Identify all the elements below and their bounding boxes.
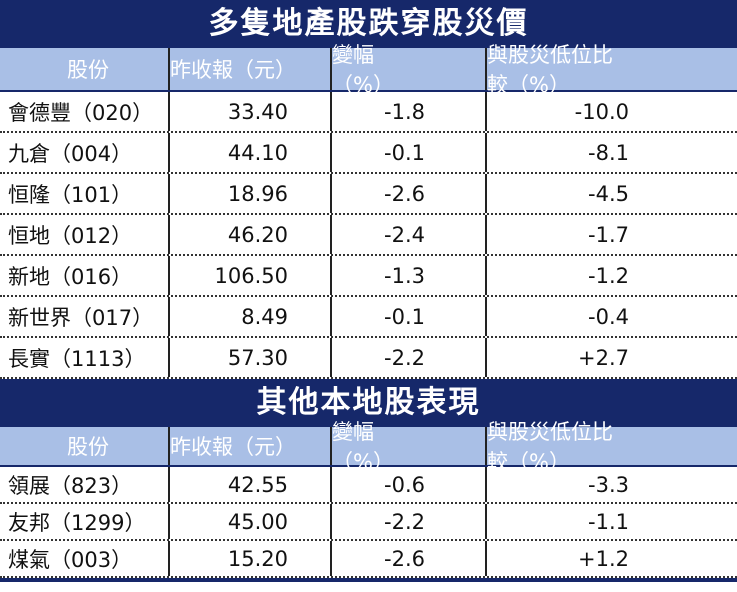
table-cell: -2.6: [332, 541, 487, 576]
table-cell: -1.7: [588, 222, 629, 247]
table-cell: 友邦（1299）: [0, 504, 170, 539]
header-row: 股份 昨收報（元） 變幅（%） 與股災低位比較（%）: [0, 420, 737, 474]
table-cell: +1.2: [578, 546, 629, 571]
table-cell: -10.0: [574, 99, 629, 124]
table-cell: 18.96: [170, 174, 332, 213]
table-cell: 領展（823）: [0, 467, 170, 502]
table-cell: 新地（016）: [0, 256, 170, 295]
table-cell: 九倉（004）: [0, 133, 170, 172]
table-cell: 57.30: [170, 338, 332, 377]
table-cell: -2.2: [332, 504, 487, 539]
header-cell: 變幅（%）: [332, 43, 487, 97]
table-row: 九倉（004） 44.10 -0.1 -8.1: [0, 133, 737, 174]
table-cell: -1.3: [332, 256, 487, 295]
table-cell: 恒隆（101）: [0, 174, 170, 213]
table-cell: 15.20: [170, 541, 332, 576]
table-cell: 8.49: [170, 297, 332, 336]
header-cell: 昨收報（元）: [170, 427, 332, 465]
table-cell: -2.6: [332, 174, 487, 213]
table-cell: -0.6: [332, 467, 487, 502]
table-cell: 會德豐（020）: [0, 92, 170, 131]
table-cell: 46.20: [170, 215, 332, 254]
table-cell: -2.4: [332, 215, 487, 254]
table-row: 新地（016） 106.50 -1.3 -1.2: [0, 256, 737, 297]
table-cell: -1.2: [588, 263, 629, 288]
table-row: 新世界（017） 8.49 -0.1 -0.4: [0, 297, 737, 338]
header-cell: 變幅（%）: [332, 420, 487, 474]
header-cell: 股份: [0, 48, 170, 90]
table-row: 長實（1113） 57.30 -2.2 +2.7: [0, 338, 737, 379]
table-cell: 長實（1113）: [0, 338, 170, 377]
table-row: 友邦（1299） 45.00 -2.2 -1.1: [0, 504, 737, 541]
table-cell: 44.10: [170, 133, 332, 172]
table-cell: -2.2: [332, 338, 487, 377]
table-row: 會德豐（020） 33.40 -1.8 -10.0: [0, 92, 737, 133]
table-cell: 新世界（017）: [0, 297, 170, 336]
table-cell: 45.00: [170, 504, 332, 539]
table-row: 領展（823） 42.55 -0.6 -3.3: [0, 467, 737, 504]
table-cell: 33.40: [170, 92, 332, 131]
table-cell: -8.1: [588, 140, 629, 165]
header-cell: 昨收報（元）: [170, 48, 332, 90]
table-cell: -0.4: [588, 304, 629, 329]
table-cell: 42.55: [170, 467, 332, 502]
table-cell: -0.1: [332, 133, 487, 172]
table-cell: 恒地（012）: [0, 215, 170, 254]
section-title: 多隻地產股跌穿股災價: [0, 0, 737, 48]
table-cell: -4.5: [588, 181, 629, 206]
table-cell: -1.1: [588, 509, 629, 534]
header-cell: 股份: [0, 427, 170, 465]
header-cell: 與股災低位比較（%）: [487, 420, 613, 474]
table-row: 恒隆（101） 18.96 -2.6 -4.5: [0, 174, 737, 215]
table-cell: 106.50: [170, 256, 332, 295]
table-cell: -0.1: [332, 297, 487, 336]
bottom-border: [0, 578, 737, 582]
section-title: 其他本地股表現: [0, 379, 737, 427]
header-cell: 與股災低位比較（%）: [487, 43, 613, 97]
table-cell: -3.3: [588, 472, 629, 497]
table-row: 煤氣（003） 15.20 -2.6 +1.2: [0, 541, 737, 578]
header-row: 股份 昨收報（元） 變幅（%） 與股災低位比較（%）: [0, 43, 737, 97]
table-cell: -1.8: [332, 92, 487, 131]
table-row: 恒地（012） 46.20 -2.4 -1.7: [0, 215, 737, 256]
table-cell: +2.7: [578, 345, 629, 370]
table-cell: 煤氣（003）: [0, 541, 170, 576]
